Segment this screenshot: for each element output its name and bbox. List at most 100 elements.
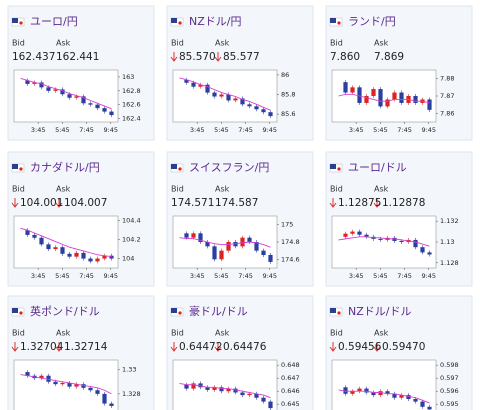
y-tick-label: 86 <box>281 71 289 79</box>
rate-card[interactable]: ランド/円 Bid Ask 7.860 7.869 7.88 7.87 7.86 3:45 5:4… <box>325 5 473 141</box>
candle <box>109 255 114 259</box>
candle <box>254 106 259 110</box>
y-tick-label: 0.595 <box>440 400 459 408</box>
bid-value: 104.001 <box>20 197 63 209</box>
y-tick-label: 162.4 <box>122 115 141 123</box>
chart-frame <box>172 215 278 269</box>
candle <box>399 92 404 103</box>
ask-label: Ask <box>56 329 71 338</box>
flag-icon-part <box>330 308 336 313</box>
y-tick-label: 162.6 <box>122 101 141 109</box>
pair-title[interactable]: ユーロ/円 <box>30 15 78 28</box>
candle <box>392 393 397 398</box>
rate-card[interactable]: カナダドル/円 Bid Ask 104.001 104.007 104.4 104.2 104… <box>7 151 155 287</box>
candle <box>427 406 432 410</box>
candle <box>88 103 93 105</box>
rate-card[interactable]: NZドル/円 Bid Ask 85.570 85.577 86 85.8 85.6 3:45 5:… <box>166 5 314 141</box>
candle <box>240 392 245 396</box>
candle <box>212 92 217 97</box>
candle <box>191 383 196 389</box>
flag-icon-part <box>330 164 336 169</box>
pair-title[interactable]: ランド/円 <box>348 15 396 28</box>
candle <box>247 393 252 396</box>
pair-title[interactable]: カナダドル/円 <box>30 160 100 174</box>
candle <box>261 250 266 255</box>
bid-value: 174.571 <box>171 197 214 209</box>
moving-average <box>20 77 112 110</box>
pair-title[interactable]: 豪ドル/ドル <box>189 304 248 318</box>
x-tick-label: 5:45 <box>373 272 388 280</box>
candle <box>268 401 273 409</box>
candle <box>74 252 79 257</box>
ask-label: Ask <box>215 329 230 338</box>
flag-icon-part <box>337 21 341 25</box>
moving-average <box>20 227 112 258</box>
pair-title[interactable]: ユーロ/ドル <box>348 161 407 174</box>
pair-title[interactable]: 英ポンド/ドル <box>30 304 100 318</box>
candle <box>247 237 252 242</box>
ask-value: 0.59470 <box>382 341 425 353</box>
ask-value: 162.441 <box>56 51 99 63</box>
ask-label: Ask <box>374 329 389 338</box>
rate-card[interactable]: ユーロ/ドル Bid Ask 1.12875 1.12878 1.132 1.13 1.128… <box>325 151 473 287</box>
candle <box>371 392 376 396</box>
chart-frame <box>331 215 437 269</box>
flag-icon-part <box>12 164 18 169</box>
x-tick-label: 7:45 <box>238 272 253 280</box>
y-tick-label: 104 <box>122 255 134 263</box>
candle <box>219 250 224 260</box>
candle <box>81 96 86 104</box>
candle <box>420 247 425 253</box>
candle <box>343 82 348 93</box>
candle <box>81 384 86 388</box>
y-tick-label: 1.132 <box>440 217 459 225</box>
candle <box>233 98 238 101</box>
ask-label: Ask <box>374 185 389 194</box>
candle <box>102 393 107 404</box>
candle <box>385 99 390 107</box>
moving-average <box>338 389 430 404</box>
y-tick-label: 7.88 <box>440 75 454 83</box>
candle <box>357 388 362 392</box>
rate-card[interactable]: 英ポンド/ドルBidAsk1.327041.327141.331.3283:45… <box>7 295 155 410</box>
y-tick-label: 85.8 <box>281 91 295 99</box>
flag-icon-part <box>171 18 177 23</box>
ask-label: Ask <box>56 185 71 194</box>
y-tick-label: 0.597 <box>440 374 459 382</box>
candle <box>350 391 355 394</box>
x-tick-label: 7:45 <box>397 126 412 134</box>
bid-label: Bid <box>330 329 343 338</box>
x-tick-label: 9:45 <box>421 126 436 134</box>
bid-label: Bid <box>171 329 184 338</box>
ask-label: Ask <box>215 39 230 48</box>
flag-icon-part <box>171 164 177 169</box>
candle <box>343 233 348 237</box>
candle <box>261 397 266 402</box>
candle <box>32 234 37 238</box>
moving-average <box>179 237 271 248</box>
chart-frame <box>172 69 278 123</box>
y-tick-label: 174.8 <box>281 238 300 246</box>
rate-card[interactable]: 豪ドル/ドル Bid Ask 0.64472 0.64476 0.648 0.647 0.64… <box>166 295 314 410</box>
rate-card[interactable]: NZドル/ドル Bid Ask 0.59456 0.59470 0.598 0.597 0.5… <box>325 295 473 410</box>
bid-label: Bid <box>12 329 25 338</box>
y-tick-label: 175 <box>281 221 293 229</box>
candle <box>371 89 376 96</box>
ask-value: 1.12878 <box>382 197 425 209</box>
y-tick-label: 1.13 <box>440 238 454 246</box>
pair-title[interactable]: NZドル/円 <box>189 15 241 28</box>
bid-label: Bid <box>12 39 25 48</box>
flag-icon-part <box>337 167 341 171</box>
pair-title[interactable]: スイスフラン/円 <box>189 161 269 174</box>
candle <box>254 242 259 251</box>
chart-frame <box>331 69 437 123</box>
candle <box>413 399 418 402</box>
x-tick-label: 3:45 <box>190 126 205 134</box>
y-tick-label: 7.87 <box>440 92 454 100</box>
candle <box>357 87 362 103</box>
candle <box>385 391 390 394</box>
pair-title[interactable]: NZドル/ドル <box>348 305 411 318</box>
